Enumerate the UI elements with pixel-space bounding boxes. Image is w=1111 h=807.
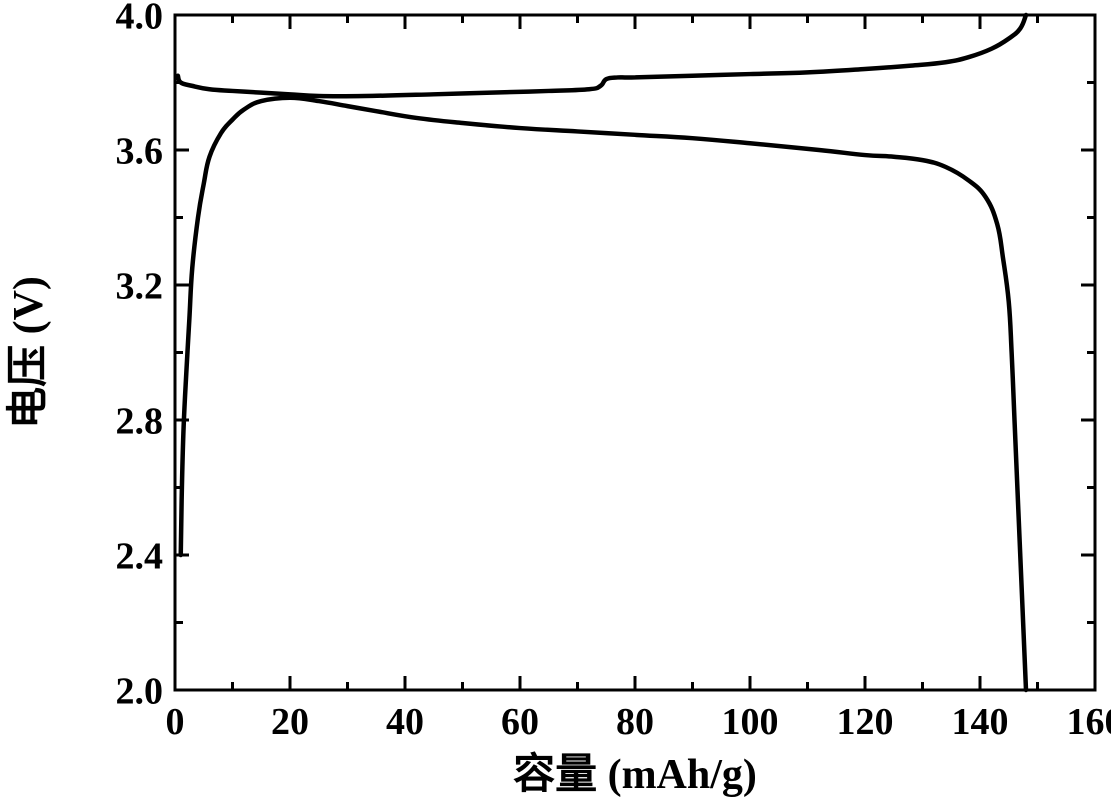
x-tick-label: 40 bbox=[386, 701, 424, 743]
x-tick-label: 120 bbox=[837, 701, 894, 743]
y-tick-label: 2.0 bbox=[116, 670, 164, 712]
y-tick-label: 4.0 bbox=[116, 0, 164, 37]
chart-container: { "chart": { "type": "line", "width": 11… bbox=[0, 0, 1111, 807]
x-tick-label: 0 bbox=[166, 701, 185, 743]
chart-svg: 0 20 40 60 80 100 120 140 160 2.0 2.4 2.8 3.2 3.6 4.0… bbox=[0, 0, 1111, 807]
x-tick-label: 60 bbox=[501, 701, 539, 743]
x-tick-label: 20 bbox=[271, 701, 309, 743]
x-axis-label: 容量 (mAh/g) bbox=[513, 751, 757, 798]
plot-background bbox=[175, 15, 1095, 690]
x-tick-label: 80 bbox=[616, 701, 654, 743]
x-tick-label: 160 bbox=[1067, 701, 1111, 743]
y-tick-label: 2.4 bbox=[116, 535, 164, 577]
x-tick-label: 140 bbox=[952, 701, 1009, 743]
y-tick-label: 2.8 bbox=[116, 400, 164, 442]
y-axis-label: 电压 (V) bbox=[5, 276, 52, 429]
y-tick-label: 3.6 bbox=[116, 130, 164, 172]
y-tick-label: 3.2 bbox=[116, 265, 164, 307]
x-tick-label: 100 bbox=[722, 701, 779, 743]
